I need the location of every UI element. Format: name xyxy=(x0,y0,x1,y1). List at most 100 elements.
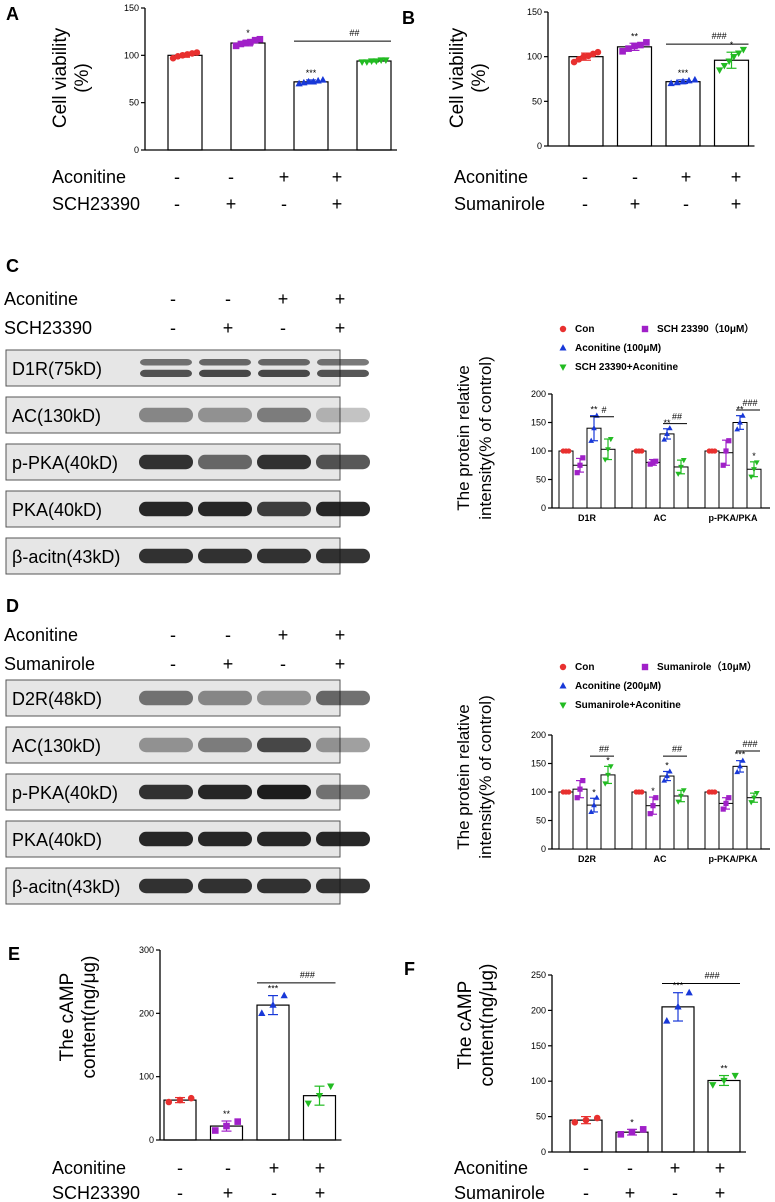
y-tick-label: 200 xyxy=(531,730,546,740)
data-point xyxy=(753,460,760,466)
data-point xyxy=(577,786,583,792)
data-point xyxy=(580,778,586,784)
y-axis-label-line1: Cell viability xyxy=(50,27,71,128)
y-tick-label: 150 xyxy=(531,418,546,428)
data-point xyxy=(664,430,670,436)
bar xyxy=(568,56,604,147)
blot-band xyxy=(316,831,370,847)
data-point xyxy=(237,40,245,48)
data-point xyxy=(315,1093,324,1100)
data-point xyxy=(247,38,254,46)
data-point xyxy=(607,436,614,443)
y-axis-label-line2: (%) xyxy=(72,63,93,93)
data-point xyxy=(650,803,656,809)
condition-sign: + xyxy=(335,654,346,674)
data-point xyxy=(593,794,600,800)
blot-band xyxy=(198,737,252,753)
blot-band xyxy=(139,407,193,423)
condition-sign: + xyxy=(278,625,289,645)
legend-marker xyxy=(559,364,567,371)
y-tick-label: 50 xyxy=(536,816,546,826)
bar xyxy=(558,450,574,509)
condition-sign: + xyxy=(625,1183,636,1202)
data-point xyxy=(631,42,638,50)
significance-mark: ** xyxy=(631,31,639,41)
x-category-label: D2R xyxy=(578,854,597,864)
significance-mark: *** xyxy=(678,68,689,78)
condition-sign: - xyxy=(280,654,286,674)
blot-label: β-acitn(43kD) xyxy=(12,877,120,897)
significance-bracket-label: ## xyxy=(349,28,359,38)
y-axis-label: The protein relative intensity(% of contr… xyxy=(454,695,495,858)
condition-sign: - xyxy=(627,1158,633,1178)
legend-entry: Con xyxy=(575,662,594,673)
significance-mark: *** xyxy=(306,68,317,78)
data-point xyxy=(663,1017,671,1024)
significance-mark: * xyxy=(630,1117,634,1127)
legend-entry: Aconitine (200μM) xyxy=(575,681,661,692)
y-tick-label: 50 xyxy=(536,1112,546,1122)
data-point xyxy=(580,455,586,461)
data-point xyxy=(735,50,743,58)
data-point xyxy=(691,75,699,83)
condition-sign: + xyxy=(315,1158,326,1178)
data-point xyxy=(280,991,288,999)
blot-band xyxy=(198,407,252,423)
data-point xyxy=(593,1114,601,1122)
data-point xyxy=(739,46,748,54)
bar xyxy=(616,46,653,147)
significance-mark: ** xyxy=(663,418,671,428)
bar xyxy=(732,422,748,509)
condition-sign: + xyxy=(315,1183,326,1202)
data-point xyxy=(679,77,687,85)
blot-band xyxy=(198,831,252,847)
data-point xyxy=(739,757,746,763)
significance-bracket-label: ### xyxy=(742,739,757,749)
blot-band xyxy=(139,737,193,753)
condition-sign: - xyxy=(582,194,588,214)
condition-sign: + xyxy=(335,318,346,338)
condition-sign: + xyxy=(715,1158,726,1178)
blot-label: p-PKA(40kD) xyxy=(12,783,118,803)
data-point xyxy=(643,39,650,46)
blot-band xyxy=(198,501,252,517)
condition-sign: + xyxy=(731,194,742,214)
significance-bracket-label: ## xyxy=(672,744,682,754)
data-point xyxy=(678,793,684,800)
data-point xyxy=(726,438,732,444)
data-point xyxy=(666,768,673,774)
data-point xyxy=(675,799,682,805)
y-tick-label: 0 xyxy=(134,145,139,155)
condition-sign: + xyxy=(335,625,346,645)
blot-band xyxy=(317,369,369,377)
condition-sign: - xyxy=(174,194,180,214)
panel-label-a: A xyxy=(6,4,19,24)
data-point xyxy=(637,41,644,49)
data-point xyxy=(187,1094,195,1102)
data-point xyxy=(607,764,614,770)
y-axis-label: The cAMP content(ng/μg) xyxy=(57,956,100,1079)
data-point xyxy=(720,1077,728,1085)
data-point xyxy=(319,75,327,83)
condition-row-label: Aconitine xyxy=(52,167,126,187)
data-point xyxy=(753,791,760,797)
y-tick-label: 100 xyxy=(531,787,546,797)
data-point xyxy=(748,800,755,806)
data-point xyxy=(678,464,684,471)
data-point xyxy=(674,1002,682,1010)
legend-entry: Con xyxy=(575,324,594,335)
y-axis-label-line2: content(ng/μg) xyxy=(477,964,498,1087)
blot-band xyxy=(257,454,311,470)
data-point xyxy=(726,795,732,801)
condition-sign: - xyxy=(582,167,588,187)
blot-band xyxy=(199,369,251,377)
data-point xyxy=(591,425,597,431)
blot-band xyxy=(139,784,193,800)
blot-band xyxy=(140,369,192,377)
data-point xyxy=(358,59,366,66)
data-point xyxy=(661,436,668,442)
bar xyxy=(732,765,748,850)
y-axis-label-line1: The cAMP xyxy=(455,981,476,1070)
condition-sign: + xyxy=(278,289,289,309)
